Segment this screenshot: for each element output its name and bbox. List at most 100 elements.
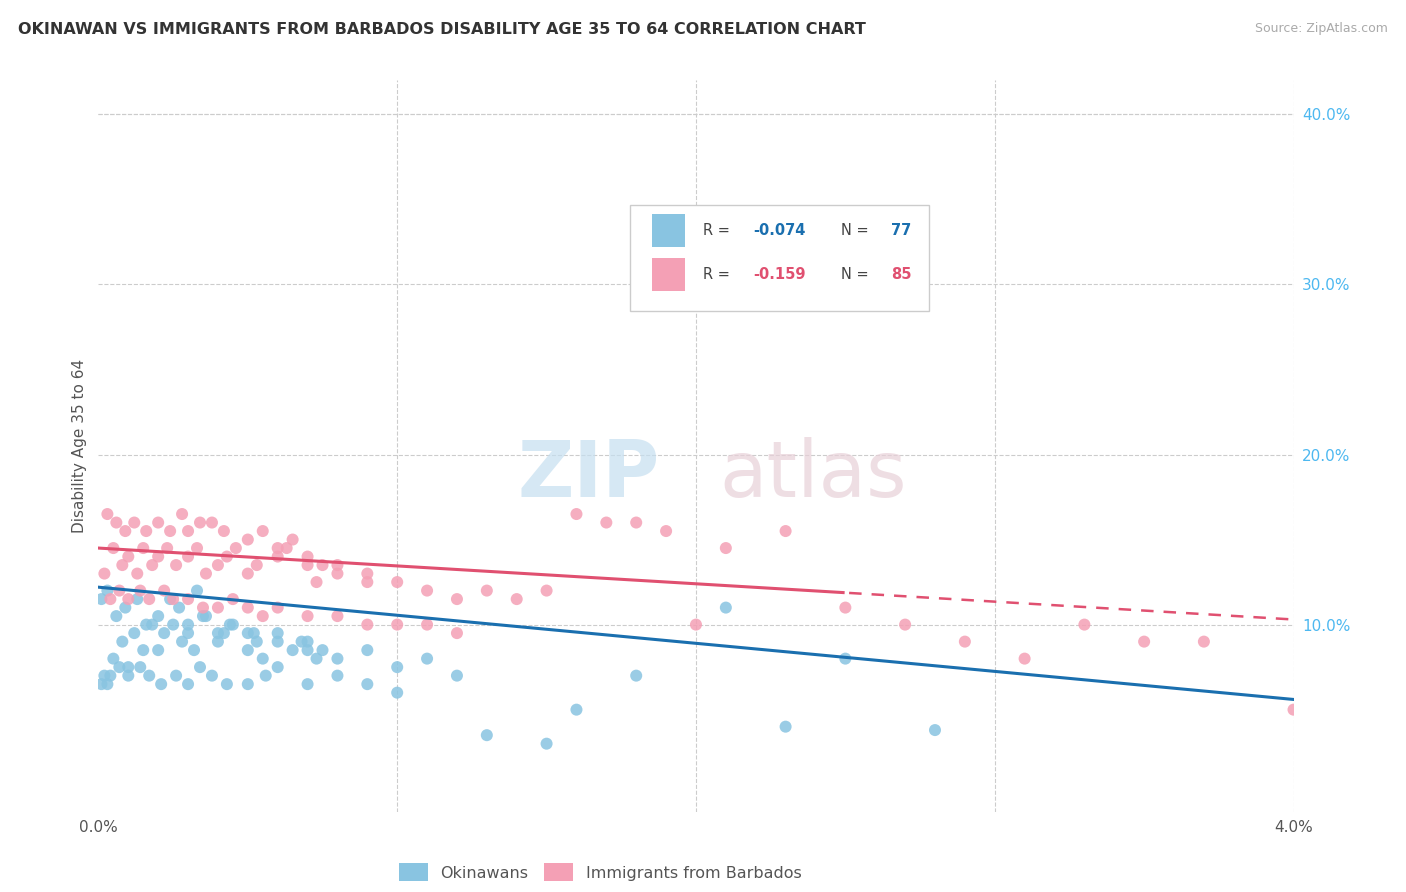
Point [114,600,136,615]
Point [385,686,409,700]
Text: atlas: atlas [720,437,907,513]
Point [246,558,269,572]
Point [267,541,290,555]
Point [207,558,229,572]
Point [201,668,224,682]
Text: R =: R = [703,223,735,238]
Point [124,516,146,530]
Point [267,634,290,648]
Point [267,549,290,564]
Point [565,507,588,521]
Point [194,609,217,624]
Bar [652,258,685,291]
Point [385,575,409,590]
Point [236,566,259,581]
Text: 77: 77 [891,223,911,238]
Point [177,592,200,607]
Point [356,643,378,657]
Point [267,626,290,640]
Point [159,592,181,607]
Point [150,677,173,691]
Point [93,668,115,682]
Point [225,541,247,555]
Point [834,651,856,665]
Point [98,668,122,682]
Point [177,524,200,538]
Point [177,549,200,564]
Point [685,617,707,632]
Point [1282,703,1305,717]
Point [162,592,184,607]
Point [297,549,319,564]
Point [297,558,319,572]
Point [105,516,128,530]
Point [595,516,617,530]
Point [385,660,409,674]
Point [254,668,277,682]
Point [775,720,797,734]
Point [132,643,155,657]
Point [222,617,245,632]
Point [236,643,259,657]
Point [177,677,200,691]
Point [267,660,290,674]
Point [246,634,269,648]
Point [356,566,378,581]
Point [385,617,409,632]
Point [297,609,319,624]
Point [212,626,235,640]
Point [103,651,125,665]
Point [117,592,139,607]
Text: N =: N = [841,267,873,282]
Text: N =: N = [841,223,873,238]
Point [207,626,229,640]
Point [98,592,122,607]
FancyBboxPatch shape [630,204,929,310]
Point [105,609,128,624]
Point [446,626,468,640]
Point [90,592,112,607]
Point [156,541,179,555]
Point [834,600,856,615]
Text: -0.074: -0.074 [754,223,806,238]
Point [326,558,349,572]
Point [141,617,163,632]
Point [624,668,647,682]
Point [167,600,190,615]
Point [953,634,976,648]
Point [111,634,134,648]
Text: 85: 85 [891,267,911,282]
Point [148,643,170,657]
Point [201,516,224,530]
Point [297,643,319,657]
Point [148,609,170,624]
Point [90,677,112,691]
Text: -0.159: -0.159 [754,267,806,282]
Point [416,583,439,598]
Point [127,592,149,607]
Point [194,566,217,581]
Point [714,600,737,615]
Point [111,558,134,572]
Point [138,668,160,682]
Point [290,634,312,648]
Point [297,677,319,691]
Point [165,558,187,572]
Point [117,668,139,682]
Point [252,651,274,665]
Point [475,728,498,742]
Point [536,583,558,598]
Point [326,651,349,665]
Point [188,660,211,674]
Point [135,524,157,538]
Point [281,643,304,657]
Point [117,660,139,674]
Point [108,660,131,674]
Point [135,617,157,632]
Point [207,634,229,648]
Point [124,626,146,640]
Point [1073,617,1095,632]
Point [191,609,214,624]
Point [129,660,152,674]
Point [446,592,468,607]
